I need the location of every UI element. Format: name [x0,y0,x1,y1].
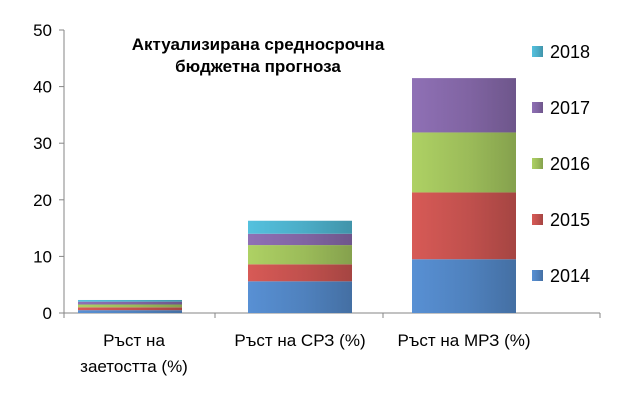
chart-title-line-1: Актуализирана средносрочна [132,35,385,54]
bar-segment-2014 [78,310,182,313]
category-label: Ръст на СРЗ (%) [234,331,365,350]
y-tick-label: 40 [33,78,52,97]
legend-label-2017: 2017 [550,98,590,118]
bar-segment-2017 [78,301,182,305]
legend-swatch-2018 [532,46,543,57]
bar-segment-2015 [248,264,352,282]
y-tick-label: 30 [33,134,52,153]
legend-swatch-2014 [532,270,543,281]
y-axis: 0 10 20 30 40 50 [33,21,65,323]
bar-segment-2018 [248,220,352,234]
category-label: Ръст на [103,331,165,350]
bar-segment-2017 [248,233,352,246]
category-label: Ръст на МРЗ (%) [397,331,530,350]
legend-label-2015: 2015 [550,210,590,230]
legend-swatch-2017 [532,102,543,113]
y-tick-label: 50 [33,21,52,40]
y-tick-label: 20 [33,191,52,210]
legend-label-2014: 2014 [550,266,590,286]
y-tick-label: 0 [43,304,52,323]
category-label: заетостта (%) [80,357,188,376]
bar-segment-2016 [78,304,182,308]
legend-swatch-2016 [532,158,543,169]
bar-segment-2015 [412,192,516,260]
legend-swatch-2015 [532,214,543,225]
chart-title: Актуализирана средносрочна бюджетна прог… [132,35,385,76]
bar-segment-2016 [248,245,352,265]
category-labels: Ръст на заетостта (%) Ръст на СРЗ (%) Ръст … [80,331,530,376]
bar-segment-2015 [78,307,182,311]
x-axis [63,312,601,318]
bar-segment-2018 [78,299,182,302]
y-tick-label: 10 [33,247,52,266]
bar-segment-2014 [248,281,352,313]
legend-label-2016: 2016 [550,154,590,174]
bar-segment-2016 [412,132,516,193]
legend: 2018 2017 2016 2015 2014 [532,42,590,286]
bar-stacks [78,78,516,313]
chart-title-line-2: бюджетна прогноза [175,57,341,76]
legend-label-2018: 2018 [550,42,590,62]
bar-segment-2014 [412,259,516,313]
bar-segment-2017 [412,78,516,133]
